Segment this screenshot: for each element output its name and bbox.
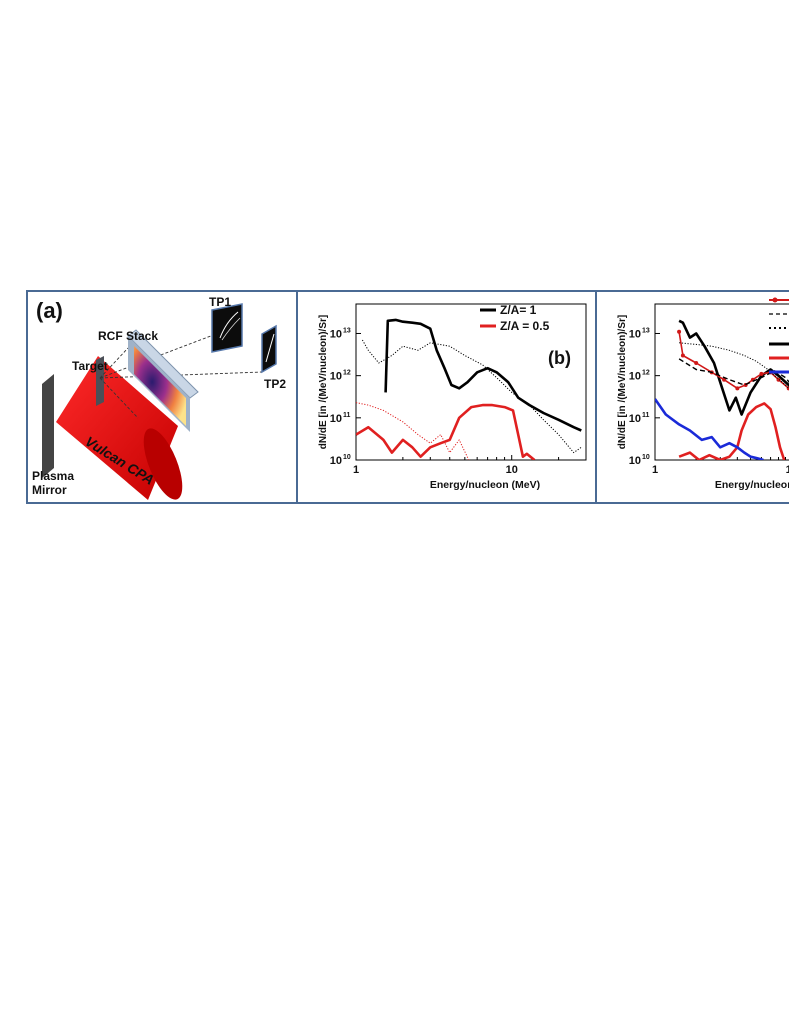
tp2-detector [261, 324, 277, 374]
legend-label-b1: Z/A= 1 [500, 303, 537, 317]
tp1-detector [211, 303, 243, 353]
plot-frame [654, 303, 789, 461]
x-axis-label: Energy/nucleon (MeV) [715, 479, 789, 491]
laser-beam-end [143, 428, 183, 500]
series-line-1 [384, 318, 582, 432]
mirror-label: Mirror [32, 483, 67, 497]
x-tick-label: 10 [786, 464, 789, 476]
rcf-stack-image [134, 346, 186, 426]
series-group [655, 319, 789, 460]
y-tick-exponent: 13 [343, 327, 351, 334]
tp1-trace [221, 317, 241, 341]
x-tick-label: 1 [353, 464, 359, 476]
plot-frame [355, 303, 587, 461]
y-tick-exponent: 12 [642, 370, 650, 377]
plasma-label: Plasma [32, 469, 74, 483]
target-label: Target [72, 359, 108, 373]
tp2-label: TP2 [264, 377, 286, 391]
legend-c [769, 297, 789, 374]
y-tick-label: 10 [629, 413, 641, 425]
series-line-4 [356, 402, 470, 460]
setup-panel: (a) TP1 TP2 RCF Stack Target Plasma Mirr… [26, 290, 298, 504]
series-line-2 [356, 403, 536, 460]
series-line-2 [678, 331, 789, 390]
y-tick-label: 10 [330, 328, 342, 340]
panel-label: (a) [36, 298, 63, 323]
x-tick-label: 1 [652, 464, 658, 476]
y-tick-exponent: 10 [642, 454, 650, 461]
tp2-trace [265, 333, 275, 363]
y-tick-label: 10 [629, 455, 641, 467]
target-foil [96, 356, 104, 406]
x-axis-label: Energy/nucleon (MeV) [430, 479, 540, 491]
rcf-stack-label: RCF Stack [98, 329, 158, 343]
tp1-trace [219, 311, 239, 339]
tp1-label: TP1 [209, 295, 231, 309]
series-line-6 [655, 398, 764, 460]
series-line-5 [678, 402, 786, 460]
series-marker [677, 329, 682, 334]
series-line-3 [678, 358, 789, 386]
series-marker [694, 360, 699, 365]
y-tick-label: 10 [330, 455, 342, 467]
series-marker [735, 386, 740, 391]
y-tick-label: 10 [629, 371, 641, 383]
y-tick-label: 10 [330, 371, 342, 383]
panel-label-b: (b) [548, 348, 571, 368]
spectrum-panel-b: 1 10 10 10 10 11 10 12 10 13 Energy/nucleon (MeV) d… [296, 290, 597, 504]
series-marker [722, 377, 727, 382]
y-tick-exponent: 13 [642, 327, 650, 334]
y-tick-exponent: 12 [343, 370, 351, 377]
series-marker [759, 371, 764, 376]
y-axis-label: dN/dE [in /(MeV/nucleon)/Sr] [318, 315, 329, 449]
figure: (a) TP1 TP2 RCF Stack Target Plasma Mirr… [26, 290, 789, 504]
laser-beam [56, 356, 178, 500]
y-tick-exponent: 10 [343, 454, 351, 461]
setup-schematic: (a) TP1 TP2 RCF Stack Target Plasma Mirr… [32, 295, 286, 500]
y-axis-label: dN/dE [in /(MeV/nucleon)/Sr] [617, 315, 628, 449]
plasma-mirror-plate [42, 374, 54, 478]
y-tick-exponent: 11 [642, 412, 650, 419]
y-tick-label: 10 [629, 328, 641, 340]
series-group [356, 318, 582, 460]
y-tick-exponent: 11 [343, 412, 351, 419]
x-tick-label: 10 [506, 464, 518, 476]
y-tick-label: 10 [330, 413, 342, 425]
series-line-1 [678, 319, 789, 416]
legend-marker-c1 [772, 297, 778, 303]
legend-label-b2: Z/A = 0.5 [500, 319, 550, 333]
series-marker [680, 353, 685, 358]
